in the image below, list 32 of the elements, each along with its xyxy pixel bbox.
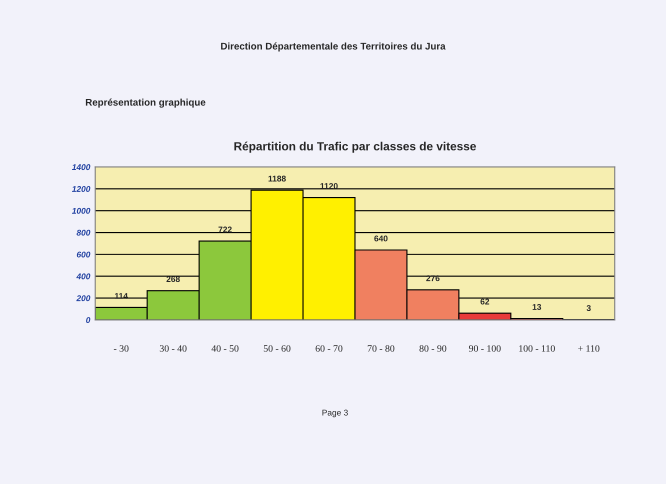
x-tick-label: 60 - 70 (316, 345, 342, 352)
text: Direction Départementale des Territoires du Jura (221, 42, 446, 52)
y-tick-label: 400 (76, 273, 90, 280)
data-label: 114 (115, 293, 128, 299)
y-tick-label: 1000 (72, 208, 90, 214)
x-tick-label: 80 - 90 (420, 345, 446, 352)
y-tick-label: 1400 (72, 164, 90, 170)
data-label: 62 (480, 298, 490, 305)
y-tick-label: 0 (86, 317, 90, 324)
x-tick-label: 40 - 50 (212, 345, 239, 352)
data-label: 13 (532, 304, 542, 310)
x-tick-label: 100 - 110 (519, 345, 555, 352)
data-label: 268 (166, 276, 180, 282)
chart-title: Répartition du Trafic par classes de vitesse (234, 142, 476, 153)
text: Page 3 (322, 410, 348, 418)
data-label: 722 (218, 226, 232, 232)
y-tick-label: 200 (76, 295, 90, 302)
data-label: 1120 (320, 183, 338, 189)
x-tick-label: 50 - 60 (264, 345, 290, 352)
x-tick-label: 30 - 40 (160, 345, 187, 352)
y-tick-label: 1200 (72, 186, 90, 192)
text: Représentation graphique (86, 98, 206, 108)
y-tick-label: 800 (76, 230, 90, 236)
x-tick-label: 90 - 100 (468, 345, 501, 352)
data-label: 640 (374, 236, 388, 242)
x-tick-label: 70 - 80 (368, 345, 394, 352)
y-tick-label: 600 (76, 252, 90, 258)
data-label: 3 (586, 305, 591, 312)
x-tick-label: - 30 (114, 345, 129, 352)
x-tick-label: + 110 (578, 345, 600, 352)
data-label: 1188 (268, 176, 286, 182)
data-label: 276 (426, 275, 440, 282)
